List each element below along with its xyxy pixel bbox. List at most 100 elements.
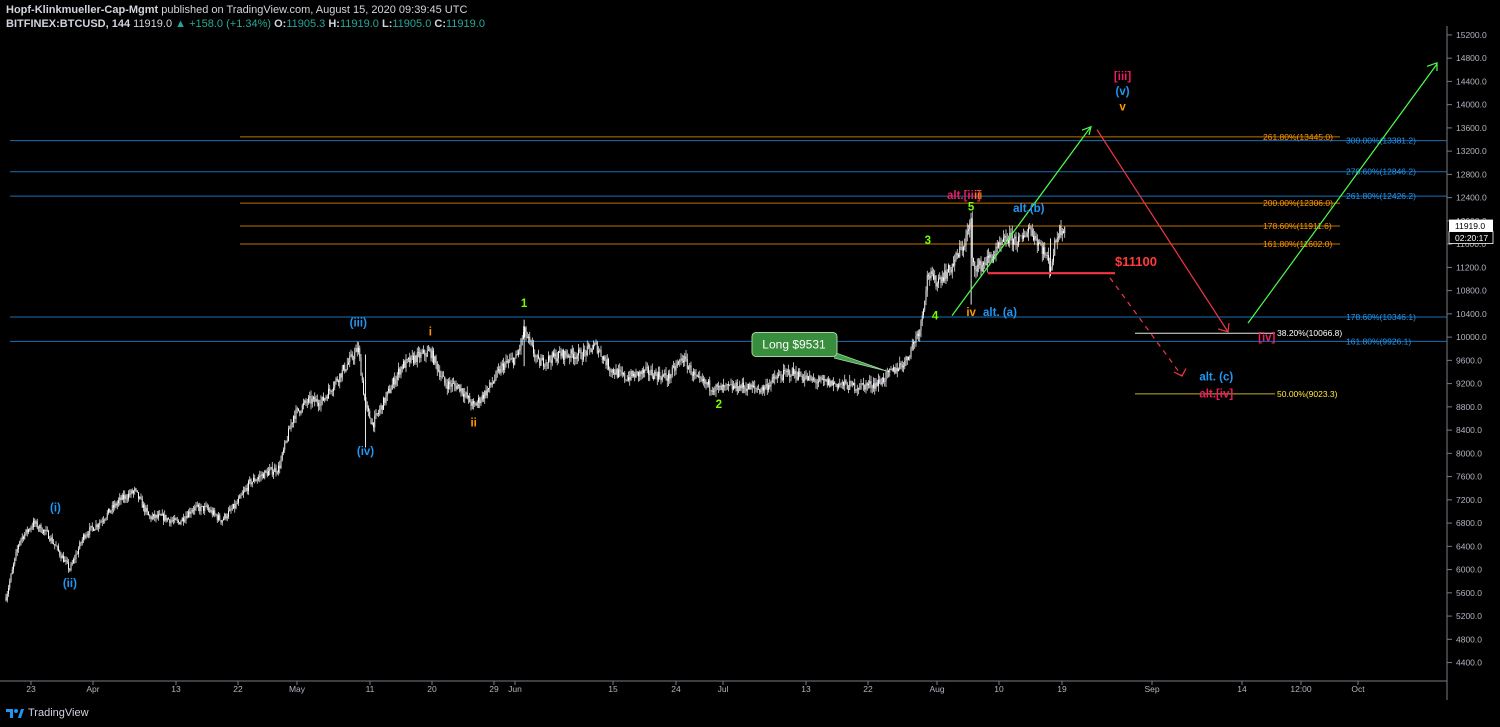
candle-body xyxy=(98,525,99,528)
candle-body xyxy=(481,394,483,401)
candle-body xyxy=(315,399,317,402)
brand-label[interactable]: TradingView xyxy=(28,707,89,719)
price-axis[interactable]: 4400.0 4800.0 5200.0 5600.0 6000.0 6400.0 6800… xyxy=(1446,26,1494,700)
time-tick-label: Jul xyxy=(718,684,729,694)
candle-body xyxy=(146,507,148,512)
candle-body xyxy=(110,510,112,513)
candle-body xyxy=(536,355,538,357)
candle-body xyxy=(111,505,113,511)
candle-body xyxy=(406,359,408,360)
candle-body xyxy=(550,359,552,364)
candle-body xyxy=(201,505,203,507)
candle-body xyxy=(144,504,146,513)
candle-body xyxy=(350,354,352,357)
candle-body xyxy=(486,389,488,396)
candle-body xyxy=(303,403,304,406)
candle-body xyxy=(1011,233,1013,245)
candle-body xyxy=(411,355,413,357)
candle-body xyxy=(1024,235,1026,237)
candle-body xyxy=(941,277,943,283)
candle-body xyxy=(723,385,724,387)
candle-body xyxy=(789,370,791,377)
candle-body xyxy=(760,390,762,393)
candle-body xyxy=(519,348,521,352)
candle-body xyxy=(240,495,242,496)
candle-body xyxy=(655,371,657,375)
candle-body xyxy=(23,536,24,539)
candle-body xyxy=(1019,235,1021,238)
candle-body xyxy=(639,371,641,377)
price-tick-label: 8400.0 xyxy=(1456,425,1482,435)
candle-body xyxy=(476,402,478,406)
fib-label: 178.60%(11911.6) xyxy=(1263,221,1332,231)
candle-body xyxy=(979,260,981,266)
candle-body xyxy=(633,373,634,377)
wave-label: 2 xyxy=(716,399,722,411)
countdown-label: 02:20:17 xyxy=(1455,233,1488,243)
candle-body xyxy=(1043,247,1044,254)
wave-label: alt. (a) xyxy=(983,307,1017,319)
candle-body xyxy=(370,418,372,425)
candle-body xyxy=(948,264,949,273)
candle-body xyxy=(706,382,708,385)
ohlc-line: BITFINEX:BTCUSD, 144 11919.0 ▲ +158.0 (+… xyxy=(6,17,485,31)
candle-body xyxy=(174,518,176,521)
candle-body xyxy=(168,518,169,520)
candle-body xyxy=(156,514,158,518)
candle-body xyxy=(341,369,343,378)
candle-body xyxy=(499,369,501,374)
candle-body xyxy=(826,379,828,386)
candle-body xyxy=(835,383,837,385)
candle-body xyxy=(188,511,189,518)
publisher-name[interactable]: Hopf-Klinkmueller-Cap-Mgmt xyxy=(6,4,159,16)
candle-body xyxy=(193,510,194,511)
candle-body xyxy=(383,397,384,410)
candle-body xyxy=(984,262,986,264)
candle-body xyxy=(743,382,744,388)
candle-body xyxy=(420,352,422,358)
candle-body xyxy=(815,380,817,384)
candle-body xyxy=(578,349,579,356)
candle-body xyxy=(974,261,976,270)
time-axis[interactable]: 23 Apr 13 22 May 11 20 29 Jun 15 24 Jul 13 22 Aug 10 19 S… xyxy=(0,680,1447,694)
candle-body xyxy=(6,593,8,601)
candle-body xyxy=(793,368,794,375)
candle-body xyxy=(50,537,52,541)
candle-body xyxy=(54,544,56,546)
wave-label: alt. (c) xyxy=(1199,372,1233,384)
candle-body xyxy=(299,410,301,414)
candle-body xyxy=(959,246,961,257)
candle-body xyxy=(675,365,677,371)
candle-body xyxy=(179,522,181,525)
candle-body xyxy=(535,356,537,358)
candle-body xyxy=(915,335,917,343)
candle-body xyxy=(140,496,142,499)
time-tick-label: May xyxy=(289,684,306,694)
candle-body xyxy=(589,345,591,349)
symbol-label[interactable]: BITFINEX:BTCUSD, 144 xyxy=(6,18,131,30)
candle-body xyxy=(394,378,396,385)
candle-body xyxy=(756,388,758,390)
candle-body xyxy=(878,379,879,386)
candle-body xyxy=(1026,232,1028,237)
candle-body xyxy=(870,380,872,388)
candle-body xyxy=(890,369,892,370)
candle-body xyxy=(788,370,789,372)
price-tick-label: 12400.0 xyxy=(1456,193,1487,203)
candle-body xyxy=(603,356,604,360)
candle-body xyxy=(956,253,958,255)
close-value: 11919.0 xyxy=(446,18,485,30)
candle-body xyxy=(424,350,426,356)
candle-body xyxy=(751,384,753,388)
candle-body xyxy=(1058,237,1059,238)
candle-body xyxy=(243,491,244,494)
candle-body xyxy=(530,340,532,343)
candle-body xyxy=(554,353,556,357)
price-tick-label: 6000.0 xyxy=(1456,565,1482,575)
candle-body xyxy=(1061,231,1063,236)
candle-body xyxy=(721,385,723,391)
candle-body xyxy=(1013,238,1014,245)
candle-body xyxy=(365,400,367,406)
wave-label: alt.[iii] xyxy=(947,190,981,202)
